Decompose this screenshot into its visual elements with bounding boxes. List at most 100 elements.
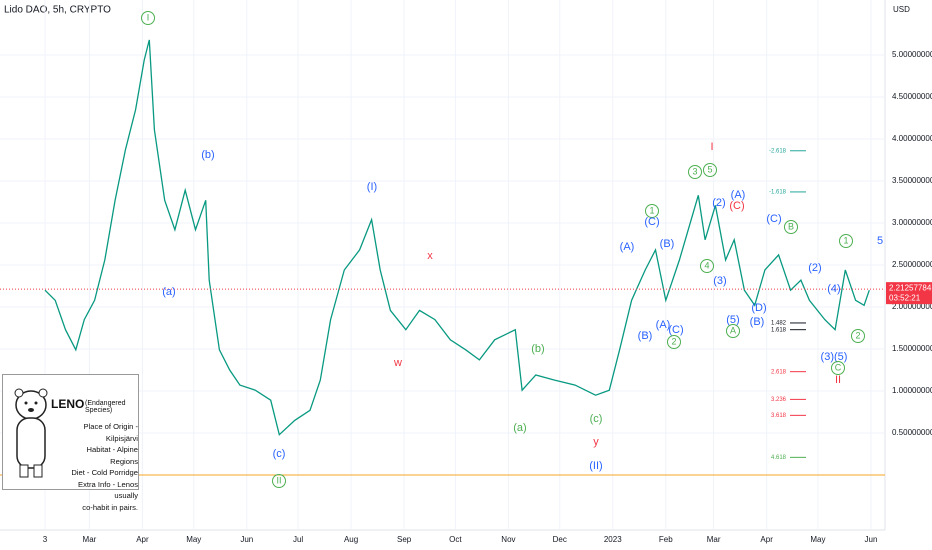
wave-label: (4) (827, 283, 840, 295)
x-tick-label: Sep (397, 535, 412, 544)
wave-label: (a) (513, 422, 526, 434)
x-tick-label: May (810, 535, 825, 544)
card-subtitle: (Endangered Species) (85, 400, 126, 414)
annotation-circle (667, 335, 681, 349)
x-tick-label: Dec (553, 535, 567, 544)
wave-label: (D) (751, 302, 766, 314)
x-tick-label: Nov (501, 535, 515, 544)
y-tick-label: 1.00000000 (892, 386, 932, 395)
card-name: LENO (51, 397, 85, 411)
x-tick-label: Mar (83, 535, 97, 544)
wave-label: I (710, 141, 713, 153)
annotation-circle (703, 163, 717, 177)
x-tick-label: Apr (136, 535, 149, 544)
wave-label: C (835, 362, 842, 372)
wave-label: w (393, 357, 402, 369)
wave-label: (I) (367, 181, 377, 193)
last-price-box (886, 282, 932, 305)
x-tick-label: Jul (293, 535, 303, 544)
x-tick-label: Mar (707, 535, 721, 544)
wave-label: 1 (843, 235, 848, 245)
fib-label: -1.618 (769, 190, 787, 196)
mascot (14, 388, 48, 478)
x-tick-label: Feb (659, 535, 673, 544)
wave-label: (a) (162, 286, 175, 298)
wave-label: (C) (668, 324, 683, 336)
wave-label: (B) (750, 316, 765, 328)
wave-label: 2 (855, 330, 860, 340)
fib-label: 1.618 (771, 327, 787, 333)
annotation-circle (831, 361, 845, 375)
annotation-circle (645, 204, 659, 218)
wave-label: 5 (707, 164, 712, 174)
annotation-circle (141, 11, 155, 25)
wave-label: (C) (729, 200, 744, 212)
grid (0, 0, 885, 530)
wave-label: (3)(5) (821, 351, 848, 363)
x-tick-label: Jun (865, 535, 878, 544)
y-tick-label: 0.50000000 (892, 428, 932, 437)
wave-label: (3) (713, 275, 726, 287)
y-tick-label: 4.00000000 (892, 134, 932, 143)
card-line: Extra Info - Lenos usually (78, 479, 138, 501)
y-tick-label: 2.50000000 (892, 260, 932, 269)
wave-label: (5) (726, 314, 739, 326)
wave-label: (2) (712, 197, 725, 209)
fib-label: -2.618 (769, 148, 787, 154)
x-tick-label: Aug (344, 535, 358, 544)
wave-label: (II) (589, 460, 602, 472)
fib-label: 3.236 (771, 397, 787, 403)
wave-label: A (730, 325, 736, 335)
wave-label: 2 (671, 336, 676, 346)
wave-label: y (593, 436, 599, 448)
wave-label: (A) (731, 189, 746, 201)
wave-label: (A) (656, 319, 671, 331)
x-tick-label: May (186, 535, 201, 544)
info-card: LENO (Endangered Species) Place of Origi… (2, 374, 139, 512)
wave-label: (c) (273, 448, 286, 460)
card-line: co-habit in pairs. (82, 502, 138, 512)
wave-label: 1 (649, 205, 654, 215)
annotation-circle (272, 474, 286, 488)
wave-label: (C) (644, 216, 659, 228)
wave-label: (B) (660, 238, 675, 250)
x-tick-label: Jun (240, 535, 253, 544)
wave-label: (c) (590, 413, 603, 425)
fib-label: 4.618 (771, 455, 787, 461)
wave-label: (b) (531, 343, 544, 355)
wave-label: II (276, 475, 281, 485)
wave-label: (2) (808, 262, 821, 274)
x-tick-label: 3 (43, 535, 48, 544)
wave-label: B (788, 221, 794, 231)
x-tick-label: Apr (760, 535, 773, 544)
y-tick-label: 3.00000000 (892, 218, 932, 227)
annotation-circle (700, 259, 714, 273)
wave-label: II (835, 374, 841, 386)
wave-label: I (147, 12, 150, 22)
chart-title: Lido DAO, 5h, CRYPTO (4, 5, 111, 16)
marks: 0.50000000 1.00000000 1.50000000 2.00000000… (0, 11, 932, 544)
annotation-circle (784, 220, 798, 234)
y-tick-label: 5.00000000 (892, 50, 932, 59)
annotation-circle (839, 234, 853, 248)
wave-label: (C) (766, 213, 781, 225)
y-tick-label: 1.50000000 (892, 344, 932, 353)
wave-label: (b) (201, 149, 214, 161)
card-line: Habitat - Alpine Regions (86, 445, 139, 466)
wave-label: x (427, 250, 433, 262)
fib-label: 2.618 (771, 369, 787, 375)
fib-label: 1.482 (771, 321, 787, 327)
y-tick-label: 4.50000000 (892, 92, 932, 101)
annotation-circle (851, 329, 865, 343)
x-tick-label: Oct (449, 535, 462, 544)
price-line (44, 39, 870, 436)
wave-label: 5 (877, 235, 883, 247)
annotation-circle (726, 324, 740, 338)
wave-label: 4 (704, 260, 709, 270)
currency: USD (893, 5, 910, 14)
card-lines: Place of Origin - Kilpisjärvi Habitat - … (58, 421, 138, 513)
y-tick-label: 3.50000000 (892, 176, 932, 185)
